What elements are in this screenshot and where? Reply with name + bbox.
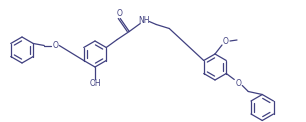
Text: NH: NH	[139, 16, 150, 25]
Text: O: O	[52, 41, 58, 50]
Text: OH: OH	[89, 80, 101, 88]
Text: O: O	[116, 9, 122, 18]
Text: O: O	[223, 36, 229, 46]
Text: O: O	[235, 79, 241, 88]
